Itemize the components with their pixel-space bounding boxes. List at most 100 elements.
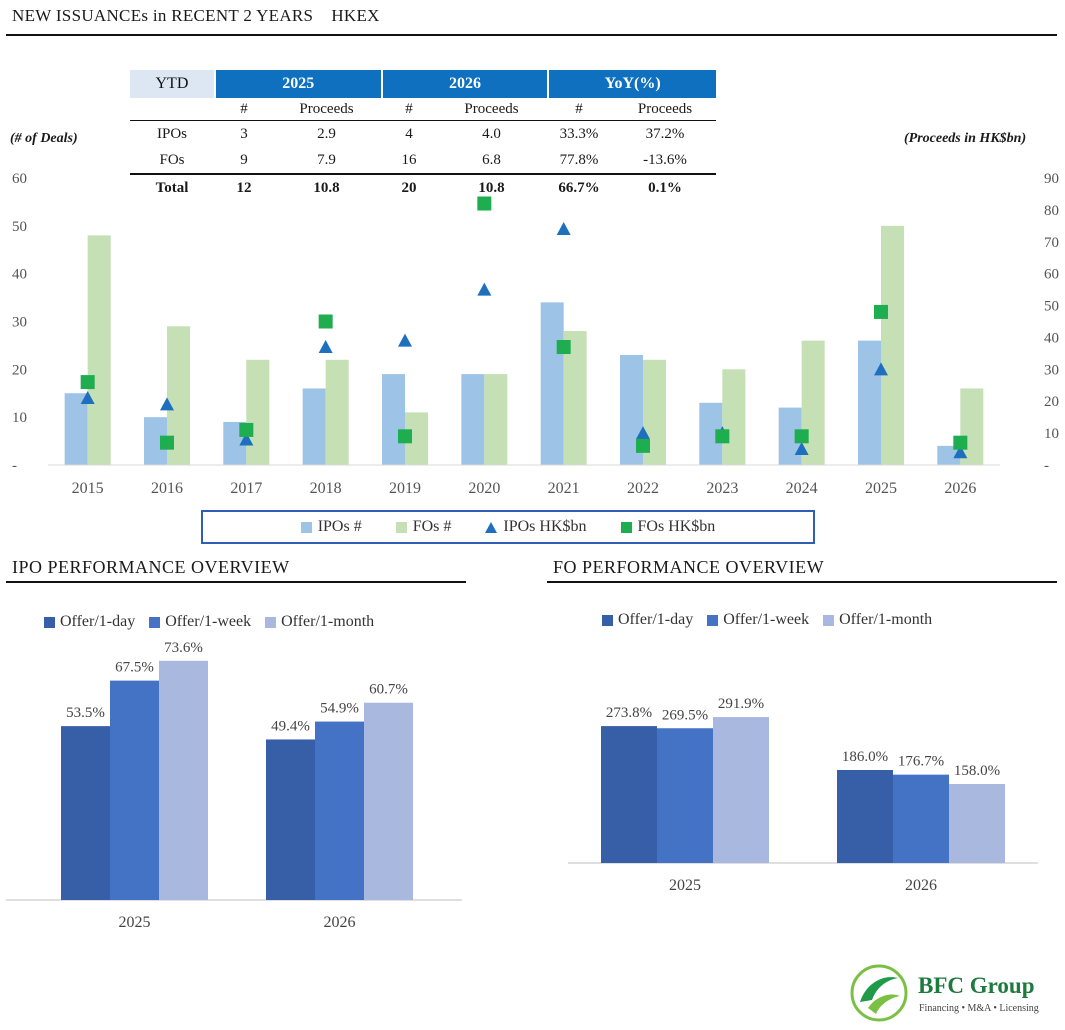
ipo-proceeds-marker <box>636 426 650 440</box>
perf-data-label: 67.5% <box>115 660 154 676</box>
square-icon <box>620 521 632 533</box>
logo-ring <box>850 964 908 1022</box>
fo-proceeds-marker <box>715 429 730 444</box>
perf-data-label: 60.7% <box>369 682 408 698</box>
perf-data-label: 186.0% <box>842 749 888 765</box>
ytd-row-fos: FOs 9 7.9 16 6.8 77.8% -13.6% <box>130 147 716 174</box>
perf-bar <box>949 784 1005 863</box>
x-tick-label: 2021 <box>548 480 580 497</box>
perf-bar <box>837 770 893 863</box>
legend-label: Offer/1-day <box>618 611 694 628</box>
ytd-corner: YTD <box>130 70 214 98</box>
ytd-subheader: # <box>405 100 413 117</box>
x-tick-label: 2024 <box>786 480 818 497</box>
legend-swatch <box>395 521 407 533</box>
left-tick-label: 60 <box>12 171 27 187</box>
ytd-cell: 4 <box>379 120 439 147</box>
fo-proceeds-marker <box>556 340 571 355</box>
fo-proceeds-marker <box>398 429 412 444</box>
ytd-cell: 4.0 <box>439 120 544 147</box>
x-tick-label: 2026 <box>944 480 976 497</box>
legend-ipos-proceeds: IPOs HK$bn <box>485 518 587 536</box>
ipo-proceeds-marker <box>80 391 95 405</box>
ytd-col-2025: 2025 <box>213 70 381 98</box>
perf-bar <box>893 774 949 863</box>
perf-bar <box>657 728 713 863</box>
ipo-count-bar <box>778 407 802 465</box>
perf-bar <box>61 726 110 900</box>
legend-swatch <box>265 616 277 628</box>
perf-bar <box>601 726 657 863</box>
ipo-count-bar <box>144 417 167 465</box>
right-tick-label: - <box>1044 458 1049 474</box>
legend-label: Offer/1-day <box>60 613 136 630</box>
perf-data-label: 269.5% <box>662 707 708 723</box>
legend-label: IPOs # <box>317 518 362 535</box>
x-tick-label: 2023 <box>706 480 738 497</box>
ytd-cell: 20 <box>379 173 439 201</box>
ytd-cell: 66.7% <box>544 173 614 201</box>
legend-label: Offer/1-week <box>723 611 810 628</box>
left-tick-label: - <box>12 458 17 474</box>
fo-proceeds-marker <box>636 438 650 453</box>
fo-count-bar <box>325 359 349 465</box>
exchange-label: HKEX <box>331 6 380 25</box>
x-tick-label: 2016 <box>151 480 183 497</box>
fo-proceeds-marker <box>80 375 95 390</box>
perf-bar <box>159 660 208 900</box>
left-tick-label: 20 <box>12 362 27 378</box>
ipo-proceeds-marker <box>477 282 492 296</box>
right-tick-label: 90 <box>1044 171 1059 187</box>
right-tick-label: 40 <box>1044 330 1059 346</box>
ytd-col-yoy: YoY(%) <box>547 70 717 98</box>
legend-label: Offer/1-month <box>281 613 375 630</box>
fo-proceeds-marker <box>318 314 333 329</box>
ipo-proceeds-marker <box>239 432 254 446</box>
fo-perf-chart: 273.8% 269.5% 291.9% 2025 186.0% 176.7% 158.0%… <box>568 696 1038 894</box>
perf-bar <box>713 717 769 863</box>
right-tick-label: 50 <box>1044 299 1059 315</box>
legend-fos-count: FOs # <box>395 518 452 536</box>
leaf-icon <box>868 994 900 1014</box>
perf-bar <box>364 702 413 900</box>
ytd-subheader: # <box>575 100 583 117</box>
fo-perf-legend: Offer/1-day Offer/1-week Offer/1-month <box>602 611 932 629</box>
fo-count-bar <box>722 369 746 465</box>
ipo-count-bar <box>540 302 564 465</box>
leaf-icon <box>860 977 898 1002</box>
ytd-subheader: Proceeds <box>464 100 519 117</box>
x-tick-label: 2019 <box>389 480 421 497</box>
perf-bar <box>315 721 364 900</box>
legend-swatch <box>300 521 312 533</box>
legend-label: FOs # <box>412 518 452 535</box>
fo-section-rule <box>547 581 1057 583</box>
ytd-cell: 10.8 <box>439 173 544 201</box>
ytd-cell: 0.1% <box>614 173 716 201</box>
fo-count-bar <box>801 340 825 465</box>
ytd-col-2026: 2026 <box>380 70 548 98</box>
fo-proceeds-marker <box>239 422 254 437</box>
left-tick-label: 50 <box>12 219 27 235</box>
logo-tagline: Financing • M&A • Licensing <box>919 1003 1039 1014</box>
ytd-cell: 10.8 <box>274 173 379 201</box>
ytd-body: # Proceeds # Proceeds # Proceeds IPOs 3 … <box>130 98 716 201</box>
legend-ipos-count: IPOs # <box>300 518 362 536</box>
perf-bar <box>266 739 315 900</box>
ipo-count-bar <box>937 445 961 465</box>
left-axis-label: (# of Deals) <box>10 131 78 146</box>
ytd-subheader-row: # Proceeds # Proceeds # Proceeds <box>130 98 716 121</box>
ipo-proceeds-marker <box>318 340 333 354</box>
ipo-section-rule <box>6 581 466 583</box>
legend-swatch <box>602 614 613 626</box>
legend-offer-1day: Offer/1-day <box>44 613 135 631</box>
logo-name: BFC Group <box>918 973 1035 998</box>
ytd-cell: 6.8 <box>482 151 501 168</box>
ytd-cell: 37.2% <box>614 120 716 147</box>
legend-offer-1month: Offer/1-month <box>265 613 374 631</box>
right-tick-label: 80 <box>1044 203 1059 219</box>
legend-offer-1week: Offer/1-week <box>707 611 809 629</box>
ipo-section-title: IPO PERFORMANCE OVERVIEW <box>12 557 290 577</box>
ipo-proceeds-marker <box>556 222 571 236</box>
legend-swatch <box>44 616 55 628</box>
perf-category-label: 2025 <box>119 914 151 931</box>
